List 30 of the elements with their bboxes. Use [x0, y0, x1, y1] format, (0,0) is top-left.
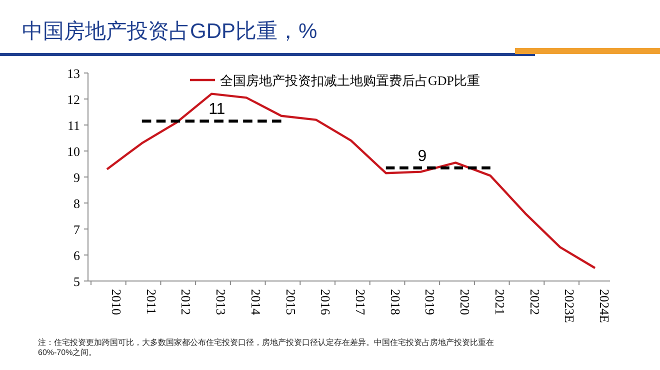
text: 注：住宅投资更加跨国可比，大多数国家都公布住宅投资口径，房地产投资口径认定存在差异。中国住宅投资占房地产投资比重在60%-70%之间。 — [38, 338, 495, 358]
y-tick-label: 7 — [74, 222, 80, 237]
y-tick-label: 11 — [67, 118, 80, 133]
x-tick-label: 2018 — [388, 289, 403, 315]
x-tick-label: 2014 — [248, 289, 264, 316]
x-tick-label: 2024E — [597, 289, 612, 323]
x-tick-label: 2023E — [562, 289, 578, 323]
y-tick-label: 10 — [67, 144, 80, 159]
y-tick-label: 9 — [74, 170, 80, 185]
legend-label: 全国房地产投资扣减土地购置费后占GDP比重 — [220, 73, 480, 88]
y-tick-label: 8 — [74, 196, 80, 211]
x-tick-label: 2021 — [492, 289, 508, 315]
line-series — [106, 92, 596, 270]
y-tick-label: 6 — [74, 248, 80, 263]
x-tick-label: 2022 — [527, 289, 542, 315]
x-tick-label: 2015 — [283, 289, 298, 315]
x-tick-label: 2019 — [422, 289, 438, 315]
x-tick-label: 2013 — [214, 289, 229, 315]
x-tick-label: 2012 — [178, 289, 194, 315]
x-tick-label: 2016 — [318, 289, 334, 316]
y-tick-label: 13 — [67, 66, 80, 81]
annotation: 9 — [418, 148, 427, 165]
chart-title: 中国房地产投资占GDP比重，% — [22, 20, 318, 43]
x-tick-label: 2017 — [353, 289, 368, 316]
y-tick-label: 12 — [67, 92, 80, 107]
annotation: 11 — [208, 101, 226, 118]
x-tick-label: 2011 — [144, 289, 159, 315]
x-tick-label: 2020 — [458, 289, 473, 315]
y-tick-label: 5 — [74, 274, 80, 289]
x-tick-label: 2010 — [109, 289, 124, 315]
